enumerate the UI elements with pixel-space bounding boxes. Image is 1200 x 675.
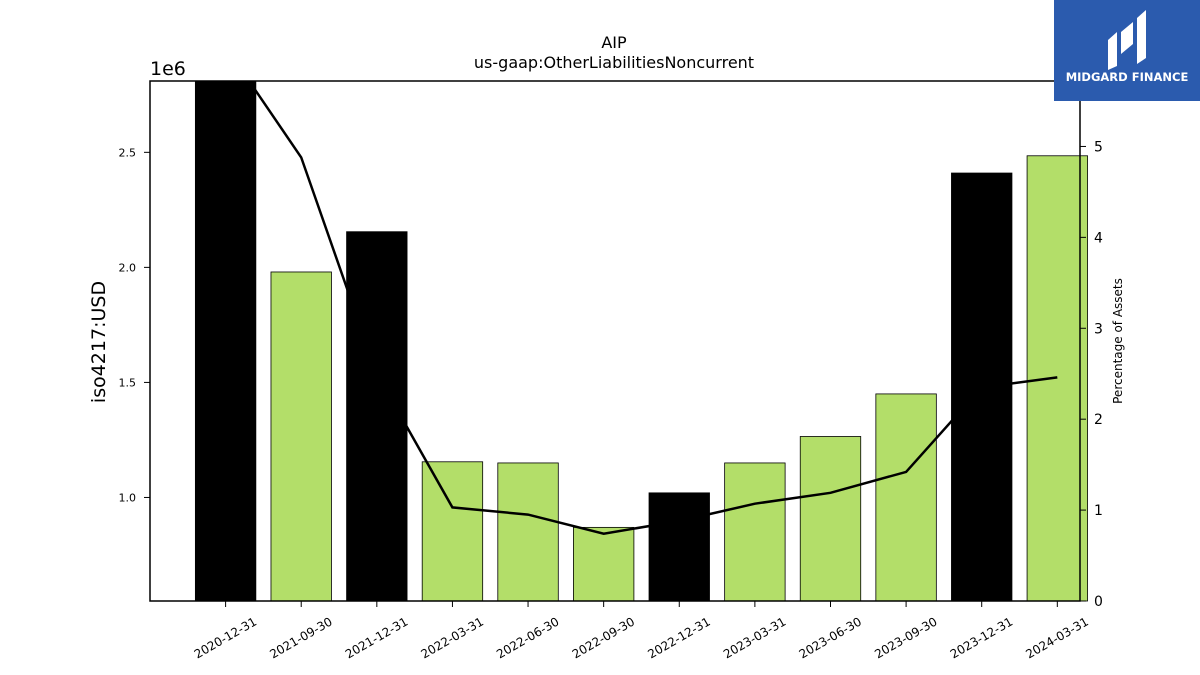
x-tick-label: 2022-06-30 (494, 614, 561, 661)
y-axis-label: iso4217:USD (88, 281, 110, 403)
bar-2020-12-31 (194, 80, 257, 602)
y2-tick-label: 4 (1094, 230, 1103, 246)
y-tick-label: 2.0 (119, 261, 137, 274)
bar-2022-06-30 (497, 462, 559, 602)
y-tick-label: 1.5 (119, 376, 137, 389)
chart-title: AIP (601, 33, 627, 52)
y2-axis-label: Percentage of Assets (1111, 278, 1125, 404)
y-offset-label: 1e6 (150, 58, 186, 80)
logo-text: MIDGARD FINANCE (1065, 70, 1189, 84)
company-logo: MIDGARD FINANCE (1054, 0, 1200, 101)
y2-tick-label: 5 (1094, 139, 1103, 155)
x-tick-label: 2023-09-30 (872, 614, 939, 661)
y2-tick-label: 0 (1094, 594, 1103, 610)
x-tick-label: 2022-09-30 (570, 614, 637, 661)
logo-mark-icon (1108, 10, 1146, 70)
y-tick-label: 2.5 (119, 146, 137, 159)
y2-tick-label: 3 (1094, 321, 1103, 337)
x-tick-label: 2024-03-31 (1023, 614, 1090, 661)
bar-2023-06-30 (799, 436, 862, 602)
percentage-of-assets-line (247, 81, 1058, 535)
bar-2023-09-30 (875, 393, 937, 602)
x-tick-label: 2022-03-31 (419, 614, 486, 661)
plot-frame (149, 80, 1081, 602)
x-tick-label: 2020-12-31 (192, 614, 259, 661)
bar-2021-12-31 (346, 231, 408, 602)
bar-2021-09-30 (270, 271, 332, 602)
bar-2022-12-31 (648, 492, 710, 602)
x-tick-label: 2021-09-30 (267, 614, 334, 661)
bar-2022-09-30 (573, 526, 635, 602)
bar-2023-03-31 (724, 462, 786, 602)
y2-tick-label: 2 (1094, 412, 1103, 428)
bar-2022-03-31 (421, 461, 484, 602)
x-tick-label: 2023-03-31 (721, 614, 788, 661)
x-tick-label: 2022-12-31 (645, 614, 712, 661)
y2-tick-label: 1 (1094, 503, 1103, 519)
y-tick-label: 1.0 (119, 491, 137, 504)
x-tick-label: 2021-12-31 (343, 614, 410, 661)
x-tick-label: 2023-06-30 (797, 614, 864, 661)
x-tick-label: 2023-12-31 (948, 614, 1015, 661)
chart-subtitle: us-gaap:OtherLiabilitiesNoncurrent (474, 53, 754, 72)
